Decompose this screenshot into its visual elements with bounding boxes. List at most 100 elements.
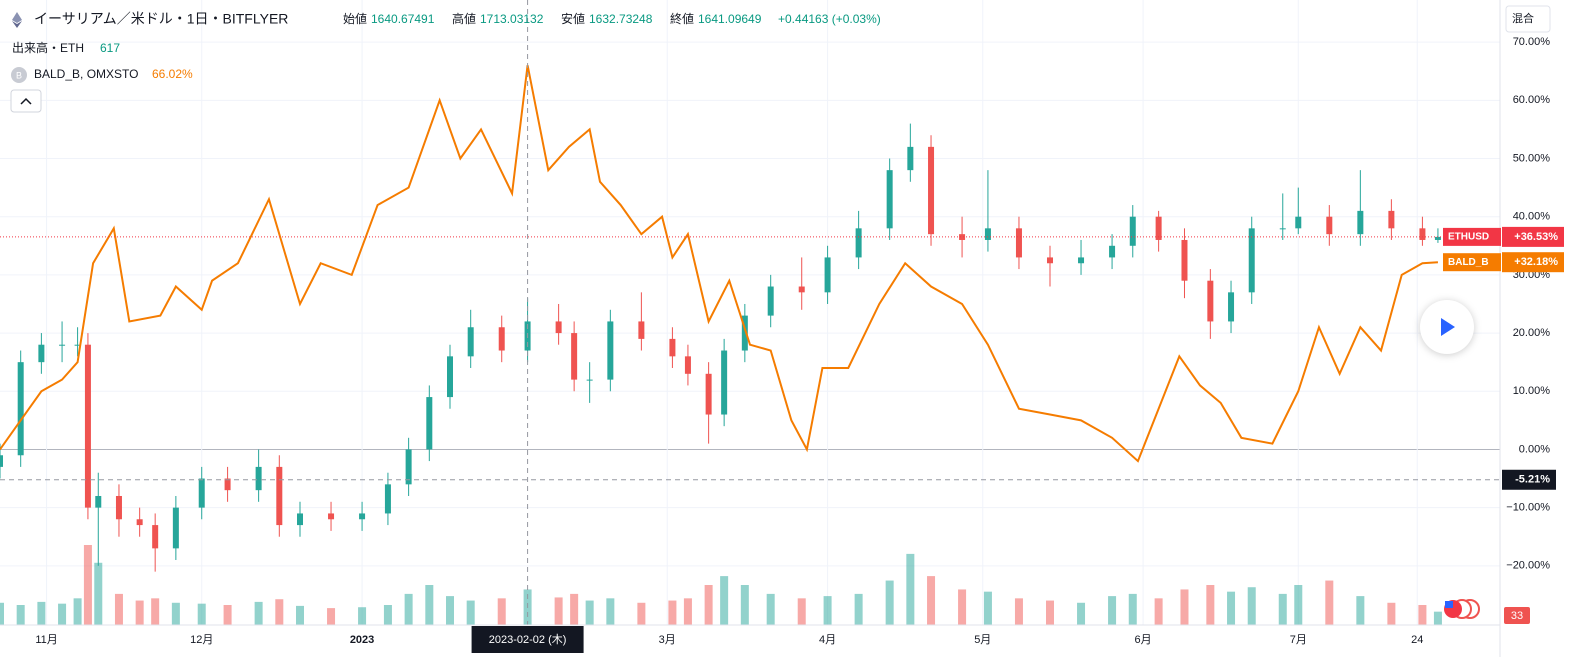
series-tag [1443,227,1501,246]
candle-body [1109,245,1116,258]
volume-bar [151,598,160,625]
candle-body [638,321,645,339]
candle-body [1155,216,1162,240]
candle-body [767,286,774,316]
ohlc-label: 高値 [452,11,476,26]
candle-body [224,478,231,491]
candle-body [1181,239,1188,281]
volume-bar [1278,593,1287,625]
series-tag-name: BALD_B [1448,257,1489,268]
volume-bar [383,605,392,625]
y-tick-label: 20.00% [1513,327,1551,339]
x-tick-label: 5月 [974,634,991,646]
candle-body [152,525,159,549]
compare-icon [11,67,27,83]
candle-body [741,315,748,351]
volume-bar [466,600,475,625]
candle-body [276,466,283,526]
volume-bar [1356,596,1365,625]
ohlc-label: 安値 [561,11,585,26]
grid [0,0,1500,625]
collapse-button[interactable] [10,89,42,113]
candle-body [1015,228,1022,258]
mode-button-label[interactable]: 混合 [1512,11,1534,25]
candle-body [607,321,614,380]
candle-body [198,478,205,508]
volume-bar [83,545,92,625]
change: +0.44163 (+0.03%) [778,12,881,26]
volume-legend-value: 617 [100,41,120,55]
crosshair-x-label: 2023-02-02 (木) [489,633,567,646]
volume-bar [1014,598,1023,625]
volume-bar [554,597,563,625]
value-tag [1502,226,1564,247]
collapse-icon [20,97,32,105]
volume-bar [740,585,749,625]
volume-bar [906,553,915,625]
volume-bar [720,576,729,625]
volume-bar [197,603,206,625]
x-tick-label: 3月 [659,634,676,646]
volume-bar [358,607,367,625]
volume-bar [1077,602,1086,625]
volume-bar [854,593,863,625]
volume-bar [983,591,992,625]
volume-bar [327,608,336,625]
candle-body [907,146,914,171]
volume-bar [1108,596,1117,625]
volume-bar [1325,580,1334,625]
volume-bar [0,602,4,625]
candle-body [1279,228,1286,230]
candle-body [669,338,676,357]
y-tick-label: 70.00% [1513,36,1551,48]
candle-body [959,234,966,240]
volume-bar [446,596,454,625]
volume-bar [1294,585,1303,625]
volume-bar [404,593,413,625]
candle-body [555,321,562,334]
mode-button[interactable] [1505,5,1551,33]
candle-body [297,513,303,526]
candle-body [74,344,81,346]
volume-bar [275,599,284,625]
y-tick-label: 60.00% [1513,94,1551,106]
value-tag-label: +32.18% [1514,256,1558,268]
volume-bar [823,596,832,625]
candle-body [447,356,453,398]
candle-body [1419,228,1426,240]
candle-body [95,495,102,508]
overlay-line [0,65,1438,463]
volume-bar [570,593,579,625]
candle-body [1295,216,1302,229]
symbol-title: イーサリアム／米ドル・1日・BITFLYER [34,11,288,27]
volume-bar [958,589,967,625]
candle-body [721,350,728,415]
compare-legend-value: 66.02% [152,67,193,81]
volume-bar [94,562,103,625]
volume-bar [885,580,894,625]
volume-bar [296,605,304,625]
ohlc-value: 1713.03132 [480,12,544,26]
candle-body [798,286,805,293]
series-tag-name: ETHUSD [1448,232,1489,243]
candle-body [886,170,893,229]
volume-badge [1504,607,1530,624]
value-tag-label: +36.53% [1514,231,1558,243]
candle-body [384,484,391,514]
volume-legend: 出来高・ETH [12,40,84,55]
candle-body [1207,280,1214,322]
candle-body [1078,257,1085,264]
candle-body [1248,228,1255,293]
x-tick-label: 11月 [35,634,57,646]
candle-body [1047,257,1053,264]
candle-body [17,362,24,456]
volume-bar [1227,591,1236,625]
volume-bar [704,585,713,625]
candle-body [59,344,66,346]
y-tick-label: 10.00% [1513,385,1551,397]
volume-bar [1180,589,1189,625]
candle-body [84,344,91,508]
volume-bar [1154,598,1163,625]
